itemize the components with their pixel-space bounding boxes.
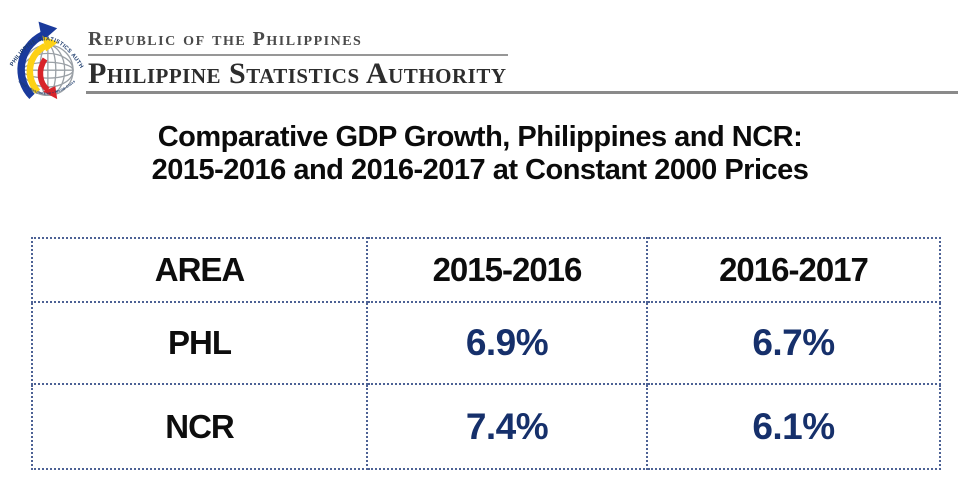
masthead: PHILIPPINE STATISTICS AUTHORITY Solid • …: [0, 0, 960, 110]
table-row-phl: PHL 6.9% 6.7%: [31, 301, 941, 385]
psa-seal-icon: PHILIPPINE STATISTICS AUTHORITY Solid • …: [4, 10, 84, 100]
page-title: Comparative GDP Growth, Philippines and …: [0, 121, 960, 187]
value-ncr-2015-2016: 7.4%: [366, 383, 648, 470]
row-label-phl: PHL: [31, 301, 368, 385]
gdp-growth-table: AREA 2015-2016 2016-2017 PHL 6.9% 6.7% N…: [31, 237, 941, 470]
agency-name-text: Philippine Statistics Authority: [88, 57, 507, 90]
republic-of-the-philippines-text: Republic of the Philippines: [88, 27, 508, 56]
table-header-row: AREA 2015-2016 2016-2017: [31, 237, 941, 303]
column-header-area: AREA: [31, 237, 368, 303]
agency-wordmark: Republic of the Philippines Philippine S…: [88, 27, 508, 91]
masthead-divider-rule: [86, 91, 958, 94]
title-line-2: 2015-2016 and 2016-2017 at Constant 2000…: [151, 154, 809, 186]
table-row-ncr: NCR 7.4% 6.1%: [31, 383, 941, 470]
value-phl-2015-2016: 6.9%: [366, 301, 648, 385]
flag-arrows-icon: [17, 21, 59, 100]
column-header-2016-2017: 2016-2017: [646, 237, 941, 303]
value-ncr-2016-2017: 6.1%: [646, 383, 941, 470]
row-label-ncr: NCR: [31, 383, 368, 470]
value-phl-2016-2017: 6.7%: [646, 301, 941, 385]
column-header-2015-2016: 2015-2016: [366, 237, 648, 303]
title-line-1: Comparative GDP Growth, Philippines and …: [157, 121, 803, 153]
